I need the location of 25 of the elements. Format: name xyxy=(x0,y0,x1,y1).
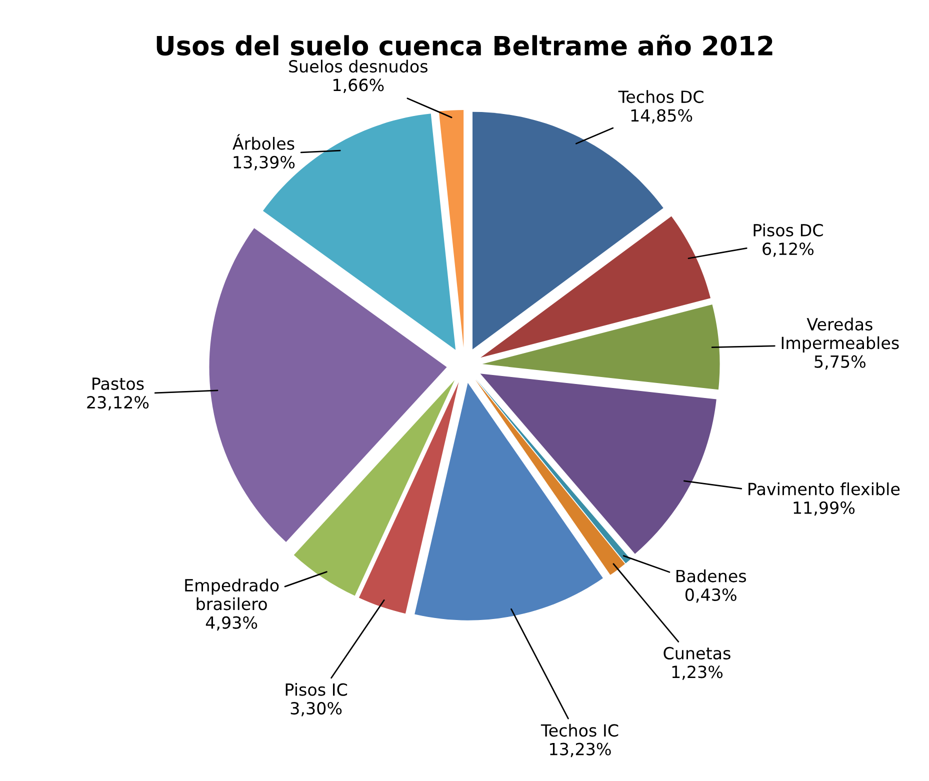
data-label: 0,43% xyxy=(685,588,736,603)
data-label: 4,93% xyxy=(206,616,258,631)
slice-label: Árboles xyxy=(232,134,294,150)
slice-label: Techos IC xyxy=(540,724,618,737)
data-label: 6,12% xyxy=(762,242,814,257)
data-label: 13,39% xyxy=(234,156,295,170)
data-label: 1,66% xyxy=(334,78,384,93)
data-label: 11,99% xyxy=(794,501,855,516)
data-label: 14,85% xyxy=(631,109,692,124)
data-label: 3,30% xyxy=(290,702,342,716)
slice-label: Pavimento flexible xyxy=(748,482,900,496)
data-label: 23,12% xyxy=(87,396,149,410)
slice-label: Cunetas xyxy=(664,646,730,660)
slice-label: Pisos IC xyxy=(286,683,348,696)
slice-label: Suelos desnudos xyxy=(289,60,428,73)
slice-label: Veredas Impermeables xyxy=(782,318,899,352)
slice-label: Techos DC xyxy=(618,90,704,104)
slice-label: Badenes xyxy=(676,569,746,582)
data-label: 5,75% xyxy=(814,355,866,370)
slice-label: Pastos xyxy=(92,378,144,390)
chart-title: Usos del suelo cuenca Beltrame año 2012 xyxy=(156,34,772,56)
slice-label: Empedrado brasilero xyxy=(185,578,279,610)
slice-label: Pisos DC xyxy=(754,224,823,236)
data-label: 1,23% xyxy=(672,666,723,680)
data-label: 13,23% xyxy=(550,742,611,758)
